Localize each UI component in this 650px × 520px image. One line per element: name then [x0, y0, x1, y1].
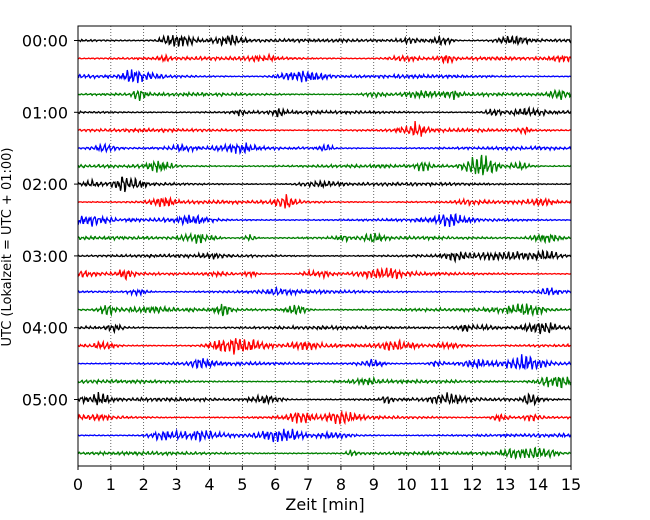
- y-tick-label-05:00: 05:00: [22, 391, 68, 410]
- x-tick-label-11: 11: [429, 475, 449, 494]
- trace-4: [77, 88, 572, 102]
- y-tick-label-04:00: 04:00: [22, 319, 68, 338]
- trace-13: [77, 249, 572, 264]
- y-axis-label: UTC (Lokalzeit = UTC + 01:00): [0, 148, 15, 347]
- trace-22: [77, 409, 572, 426]
- seismic-traces: [77, 34, 572, 460]
- trace-15: [77, 285, 572, 298]
- trace-1: [77, 34, 572, 48]
- grid-lines: [110, 26, 539, 466]
- y-tick-label-00:00: 00:00: [22, 32, 68, 51]
- trace-2: [77, 52, 572, 65]
- y-tick-label-01:00: 01:00: [22, 103, 68, 122]
- x-tick-label-15: 15: [561, 475, 581, 494]
- trace-12: [77, 231, 572, 245]
- x-tick-label-5: 5: [237, 475, 247, 494]
- x-tick-label-9: 9: [369, 475, 379, 494]
- trace-6: [77, 121, 572, 137]
- x-tick-label-10: 10: [396, 475, 416, 494]
- x-tick-label-8: 8: [336, 475, 346, 494]
- x-tick-label-14: 14: [528, 475, 548, 494]
- trace-16: [77, 303, 572, 318]
- x-tick-label-12: 12: [462, 475, 482, 494]
- trace-21: [77, 392, 572, 407]
- trace-24: [77, 446, 572, 460]
- trace-11: [77, 212, 572, 228]
- plot-frame: [77, 25, 572, 467]
- y-axis-ticks: 00:00 01:00 02:00 03:00 04:00 05:00: [22, 32, 78, 410]
- trace-8: [77, 154, 572, 176]
- y-tick-label-03:00: 03:00: [22, 247, 68, 266]
- trace-17: [77, 321, 572, 335]
- trace-18: [77, 338, 572, 355]
- trace-19: [77, 354, 572, 371]
- trace-3: [78, 69, 572, 84]
- x-tick-label-13: 13: [495, 475, 515, 494]
- x-tick-label-4: 4: [204, 475, 214, 494]
- x-axis-label: Zeit [min]: [285, 495, 364, 514]
- trace-20: [77, 375, 572, 389]
- y-tick-label-02:00: 02:00: [22, 175, 68, 194]
- trace-23: [77, 428, 572, 443]
- trace-10: [77, 194, 572, 209]
- x-tick-label-0: 0: [73, 475, 83, 494]
- trace-7: [77, 142, 572, 155]
- trace-5: [77, 105, 572, 118]
- x-tick-label-3: 3: [172, 475, 182, 494]
- x-tick-label-2: 2: [139, 475, 149, 494]
- trace-9: [77, 176, 572, 193]
- x-tick-label-6: 6: [270, 475, 280, 494]
- trace-14: [77, 266, 572, 282]
- x-axis-ticks: 0 1 2 3 4 5 6 7 8 9 10 11 12 13 14 15: [73, 466, 581, 494]
- x-tick-label-7: 7: [303, 475, 313, 494]
- x-tick-label-1: 1: [106, 475, 116, 494]
